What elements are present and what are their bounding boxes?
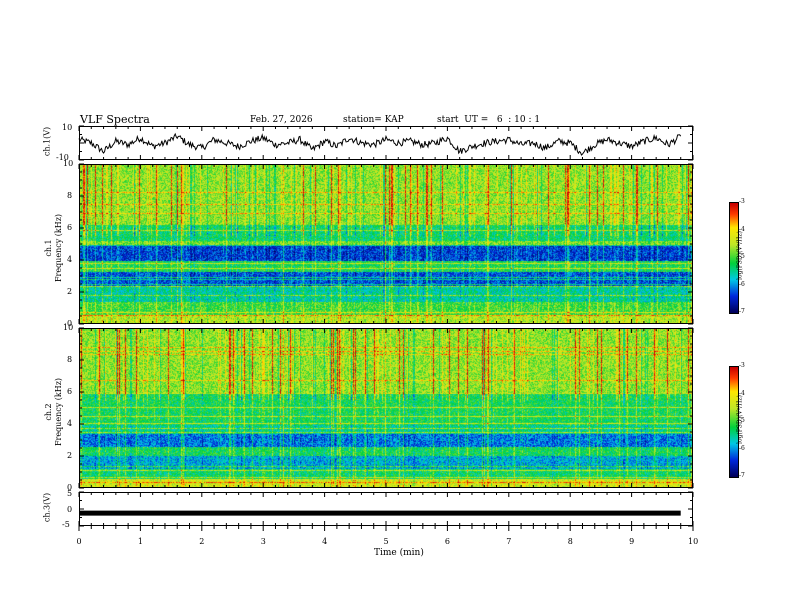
x-tick-label: 6 — [444, 537, 450, 546]
ch3-ytick-top: 5 — [67, 489, 73, 498]
colorbar-2-tick: -4 — [739, 389, 745, 397]
ch1-spectrogram-ytick: 8 — [67, 191, 73, 200]
colorbar-2-tick: -5 — [739, 417, 745, 424]
ch1-waveform-series-line — [78, 132, 682, 156]
ch1-spectrogram-ytick: 6 — [67, 223, 73, 232]
chart-title: VLF Spectra — [80, 113, 150, 126]
ch2-spectrogram-ytick: 0 — [67, 483, 73, 492]
ch3-ytick-bottom: -5 — [62, 520, 70, 529]
ch2-spectrogram-ytick: 8 — [67, 355, 73, 364]
x-tick-label: 3 — [260, 537, 266, 546]
ch2-spectrogram-ytick: 10 — [63, 323, 74, 332]
x-tick-label: 2 — [199, 537, 205, 546]
x-tick-label: 7 — [506, 537, 512, 546]
ch1-spectrogram-ytick: 2 — [67, 287, 73, 296]
colorbar-2-tick: -3 — [739, 362, 745, 369]
ch1-colorbar — [729, 202, 739, 314]
x-tick-label: 8 — [567, 537, 573, 546]
ch1-waveform-plot — [78, 132, 682, 156]
x-tick-label: 0 — [76, 537, 82, 546]
colorbar-1-tick: -5 — [739, 253, 745, 260]
x-tick-label: 5 — [383, 537, 389, 546]
colorbar-2-tick: -6 — [739, 444, 745, 452]
date-label: Feb. 27, 2026 — [250, 115, 313, 125]
ch1-spectrogram-ytick: 0 — [67, 319, 73, 328]
ch2-spectrogram-ytick: 2 — [67, 451, 73, 460]
ch1-spectrogram-ytick: 4 — [67, 255, 73, 264]
colorbar-2-tick: -7 — [739, 472, 745, 479]
x-tick-label: 1 — [137, 537, 143, 546]
station-label: station= KAP — [343, 115, 404, 125]
ch2-spectrogram-image — [79, 328, 693, 488]
colorbar-1-tick: -3 — [739, 198, 745, 205]
colorbar-1-tick: -7 — [739, 308, 745, 315]
x-tick-label: 9 — [629, 537, 635, 546]
x-tick-label: 4 — [322, 537, 328, 546]
ch3-waveform-plot — [79, 510, 681, 516]
start-time-label: start UT = 6 : 10 : 1 — [437, 115, 541, 125]
colorbar-1-tick: -4 — [739, 225, 745, 233]
ch1-spectrogram-ytick: 10 — [63, 159, 74, 168]
ch1-spectrogram-image — [79, 164, 693, 324]
ch1-ytick-top: 10 — [62, 123, 73, 132]
ch3-ytick-middle: 0 — [67, 505, 73, 514]
colorbar-1-tick: -6 — [739, 280, 745, 288]
x-tick-label: 10 — [688, 537, 699, 546]
ch1-ytick-bottom: -10 — [56, 153, 69, 162]
ch2-colorbar — [729, 366, 739, 478]
ch2-spectrogram-ytick: 4 — [67, 419, 73, 428]
ch2-spectrogram-ytick: 6 — [67, 387, 73, 396]
time-axis-label: Time (min) — [374, 548, 424, 558]
